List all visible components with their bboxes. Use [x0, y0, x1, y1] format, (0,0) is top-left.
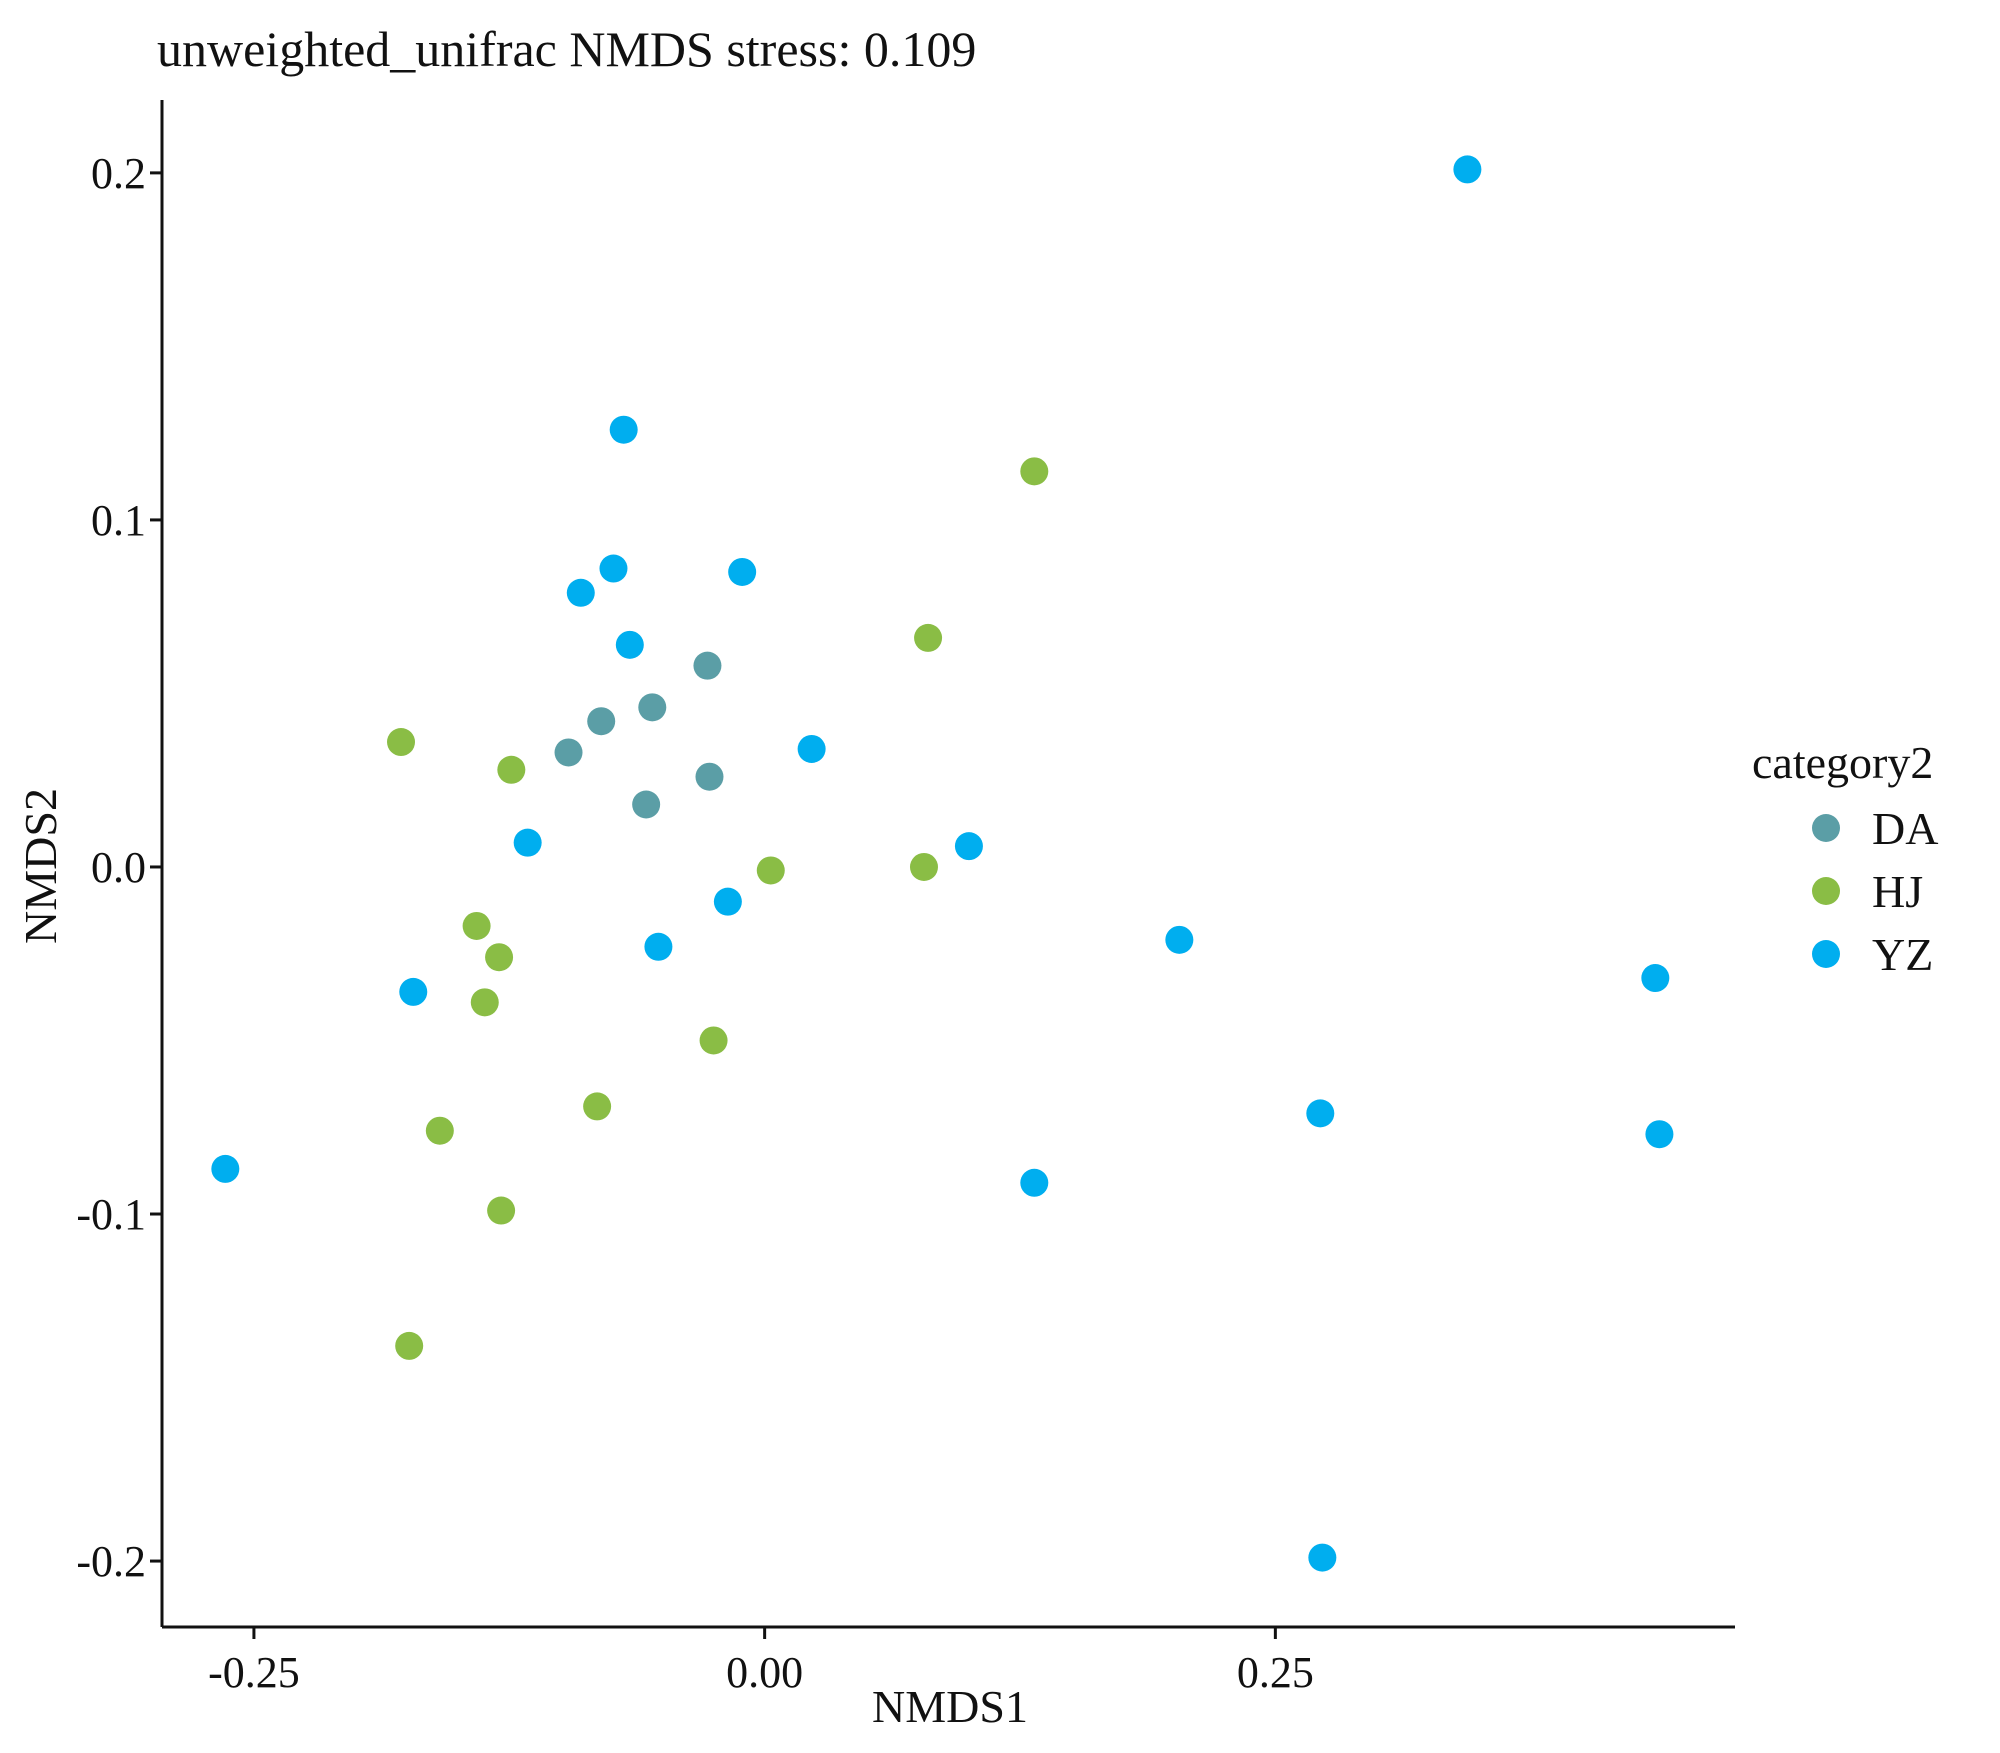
data-point-yz [797, 734, 826, 763]
data-point-hj [914, 623, 943, 652]
x-tick-label: -0.25 [208, 1648, 300, 1697]
legend-label-yz: YZ [1872, 929, 1933, 980]
x-tick-label: 0.25 [1237, 1648, 1314, 1697]
data-point-hj [485, 943, 514, 972]
series-yz [211, 155, 1674, 1572]
y-tick-label: -0.1 [76, 1190, 146, 1239]
data-point-yz [1165, 925, 1194, 954]
data-point-da [587, 707, 616, 736]
y-tick-label: -0.2 [76, 1537, 146, 1586]
x-tick-label: 0.00 [726, 1648, 803, 1697]
y-axis-label: NMDS2 [15, 788, 66, 944]
legend-marker-yz [1812, 940, 1840, 968]
series-da [554, 651, 724, 819]
data-point-hj [425, 1116, 454, 1145]
chart-title: unweighted_unifrac NMDS stress: 0.109 [157, 21, 976, 77]
data-point-hj [387, 728, 416, 757]
data-point-da [695, 762, 724, 791]
data-point-yz [615, 630, 644, 659]
data-point-hj [462, 911, 491, 940]
series-hj [387, 457, 1049, 1360]
data-point-hj [909, 852, 938, 881]
data-point-hj [583, 1092, 612, 1121]
data-point-yz [644, 932, 673, 961]
legend-label-da: DA [1872, 803, 1938, 854]
legend-marker-hj [1812, 877, 1840, 905]
data-point-hj [395, 1331, 424, 1360]
y-tick-label: 0.2 [91, 149, 146, 198]
data-point-yz [728, 557, 757, 586]
data-point-yz [954, 832, 983, 861]
data-point-hj [1020, 457, 1049, 486]
data-point-hj [756, 856, 785, 885]
data-point-yz [1020, 1168, 1049, 1197]
data-point-yz [713, 887, 742, 916]
axes: -0.25 0.00 0.25 -0.2 -0.1 0.0 0.1 0.2 [76, 100, 1735, 1697]
data-point-yz [399, 977, 428, 1006]
data-point-yz [1641, 964, 1670, 993]
legend-label-hj: HJ [1872, 866, 1923, 917]
data-point-da [693, 651, 722, 680]
data-point-da [554, 738, 583, 767]
plot-area [211, 155, 1674, 1572]
data-point-da [638, 693, 667, 722]
data-point-yz [599, 554, 628, 583]
data-point-yz [609, 415, 638, 444]
data-point-yz [1453, 155, 1482, 184]
data-point-yz [1645, 1120, 1674, 1149]
legend-marker-da [1812, 814, 1840, 842]
data-point-yz [1308, 1543, 1337, 1572]
data-point-hj [470, 988, 499, 1017]
y-tick-label: 0.0 [91, 843, 146, 892]
data-point-yz [1306, 1099, 1335, 1128]
data-point-yz [513, 828, 542, 857]
data-point-da [632, 790, 661, 819]
legend-title: category2 [1752, 737, 1933, 788]
data-point-hj [497, 755, 526, 784]
data-point-hj [699, 1026, 728, 1055]
y-tick-label: 0.1 [91, 496, 146, 545]
data-point-yz [211, 1154, 240, 1183]
data-point-yz [566, 578, 595, 607]
data-point-hj [487, 1196, 516, 1225]
x-axis-label: NMDS1 [872, 1681, 1028, 1732]
legend: category2 DA HJ YZ [1752, 737, 1938, 980]
